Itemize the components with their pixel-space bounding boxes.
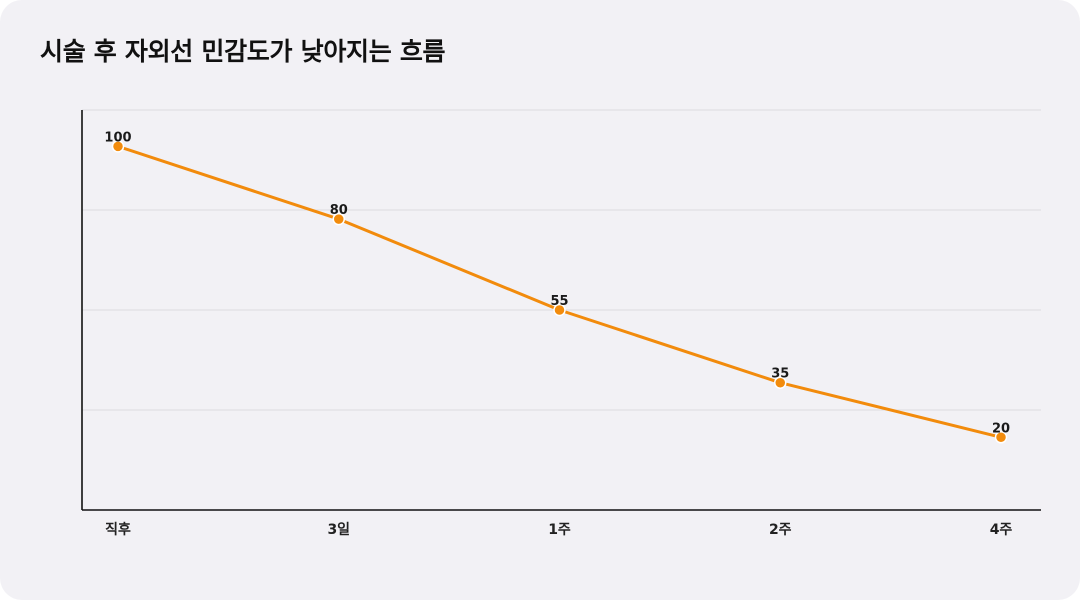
chart-title: 시술 후 자외선 민감도가 낮아지는 흐름 — [40, 37, 446, 66]
data-label: 55 — [550, 294, 568, 309]
data-point — [332, 212, 345, 226]
data-point — [111, 140, 125, 153]
x-tick-label: 직후 — [105, 521, 131, 538]
data-label: 80 — [330, 203, 348, 218]
x-tick-label: 4주 — [990, 522, 1013, 538]
x-tick-label: 3일 — [327, 522, 350, 538]
data-point — [774, 376, 787, 389]
data-point — [994, 431, 1008, 444]
data-point — [553, 303, 566, 317]
data-label: 35 — [771, 367, 789, 382]
data-label: 100 — [104, 130, 131, 145]
data-label: 20 — [992, 421, 1010, 436]
series-line — [116, 144, 1003, 439]
x-tick-label: 2주 — [769, 522, 792, 538]
x-tick-label: 1주 — [548, 522, 571, 538]
